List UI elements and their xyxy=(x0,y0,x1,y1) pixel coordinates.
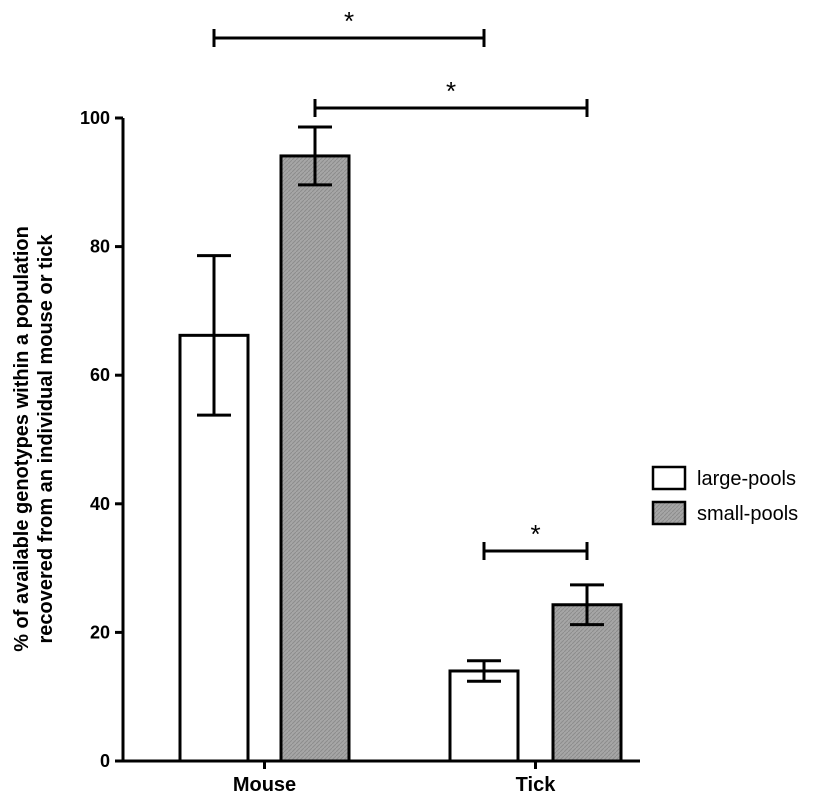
y-tick-label: 100 xyxy=(80,108,110,128)
y-axis-label: % of available genotypes within a popula… xyxy=(11,226,57,652)
significance-label: * xyxy=(344,6,354,36)
legend-label-small-pools: small-pools xyxy=(697,503,798,525)
legend-swatch-large-pools xyxy=(651,465,687,491)
x-tick-label-tick: Tick xyxy=(516,774,557,796)
y-axis-label-line: recovered from an individual mouse or ti… xyxy=(35,234,57,644)
y-tick-label: 0 xyxy=(100,751,110,771)
y-tick-label: 80 xyxy=(90,237,110,257)
y-tick-label: 20 xyxy=(90,622,110,642)
x-tick-label-mouse: Mouse xyxy=(233,774,296,796)
significance-label: * xyxy=(446,76,456,106)
significance-label: * xyxy=(530,519,540,549)
y-tick-label: 60 xyxy=(90,365,110,385)
bar-small-pools-mouse xyxy=(279,154,351,763)
legend-label-large-pools: large-pools xyxy=(697,468,796,490)
bar-large-pools-tick xyxy=(448,669,520,763)
legend-swatch-small-pools xyxy=(651,500,687,526)
y-axis-label-line: % of available genotypes within a popula… xyxy=(11,226,33,652)
bar-small-pools-tick xyxy=(551,603,623,763)
y-tick-label: 40 xyxy=(90,494,110,514)
